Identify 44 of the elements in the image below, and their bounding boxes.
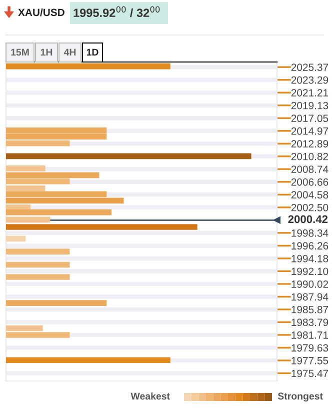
text: Weakest [130, 392, 170, 400]
bar [6, 274, 70, 280]
bar [6, 185, 46, 192]
bar [6, 248, 70, 254]
bar [6, 262, 70, 268]
text: 15M [11, 48, 29, 56]
y-tick-label: 1992.10 [292, 268, 328, 276]
y-tick-label: 1977.55 [292, 356, 328, 364]
y-tick-label: 2019.13 [291, 102, 328, 110]
y-tick-label: 1985.87 [292, 306, 328, 314]
y-tick-label: 2021.21 [291, 89, 328, 96]
y-tick-label: 1987.94 [292, 293, 328, 301]
text: Strongest [278, 392, 323, 402]
y-tick-label: 1975.47 [292, 370, 328, 378]
y-tick-label: 2010.82 [291, 152, 328, 160]
y-tick-label: 1994.18 [292, 254, 328, 262]
y-tick-label: 1983.79 [292, 318, 328, 326]
bar [6, 140, 70, 146]
y-tick-label: 2006.66 [291, 178, 328, 186]
y-tick-label: 2002.50 [291, 204, 328, 212]
y-tick-label: 1990.02 [292, 280, 328, 288]
y-tick-label: 2012.89 [291, 140, 328, 148]
y-tick-label: 2025.37 [291, 64, 328, 71]
chart-title: XAU/USD [18, 8, 64, 16]
bar [6, 236, 26, 242]
bar [6, 166, 46, 172]
chart-subtitle: 1995.92$^{00}$ / 32$^{00}$ [74, 6, 160, 18]
y-tick-label: 2014.97 [291, 127, 328, 135]
bar [6, 325, 43, 332]
ref-line-label: 2000.42 [288, 215, 328, 224]
y-tick-label: 1998.34 [292, 229, 328, 237]
y-tick-label: 2008.74 [291, 166, 328, 173]
y-tick-label: 2004.58 [291, 191, 328, 199]
y-tick-label: 1981.71 [292, 331, 328, 339]
bar [6, 216, 50, 223]
text: 1H [40, 48, 52, 56]
bar [6, 178, 70, 184]
y-tick-label: 2023.29 [291, 76, 328, 84]
y-tick-label: 1996.26 [292, 242, 328, 250]
y-tick-label: 2017.05 [291, 114, 328, 122]
text: 1D [86, 48, 98, 56]
bar [6, 332, 70, 338]
text: 4H [64, 48, 76, 56]
y-tick-label: 1979.63 [292, 344, 328, 352]
